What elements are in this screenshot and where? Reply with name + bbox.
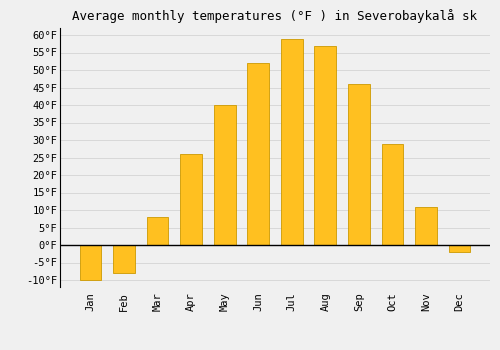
- Bar: [214, 105, 236, 245]
- Bar: [281, 38, 302, 245]
- Bar: [314, 46, 336, 245]
- Title: Average monthly temperatures (°F ) in Severobaykalå sk: Average monthly temperatures (°F ) in Se…: [72, 9, 477, 23]
- Bar: [113, 245, 135, 273]
- Bar: [448, 245, 470, 252]
- Bar: [146, 217, 169, 245]
- Bar: [180, 154, 202, 245]
- Bar: [415, 206, 437, 245]
- Bar: [382, 144, 404, 245]
- Bar: [348, 84, 370, 245]
- Bar: [80, 245, 102, 280]
- Bar: [248, 63, 269, 245]
